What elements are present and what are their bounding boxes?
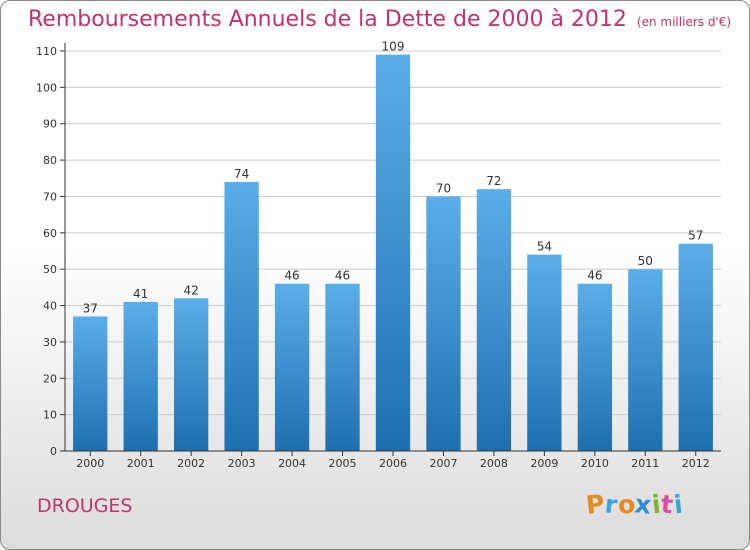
x-tick-label: 2010 bbox=[581, 457, 609, 470]
y-tick-label: 10 bbox=[43, 409, 57, 422]
bar-2004 bbox=[274, 283, 310, 451]
bar-2008 bbox=[476, 189, 512, 451]
y-tick-label: 90 bbox=[43, 118, 57, 131]
y-tick-label: 110 bbox=[36, 45, 57, 58]
x-tick-label: 2006 bbox=[379, 457, 407, 470]
x-tick-label: 2009 bbox=[530, 457, 558, 470]
bar-2011 bbox=[628, 269, 663, 451]
data-label-2012: 57 bbox=[688, 229, 703, 243]
data-labels: 37 41 42 74 46 46 109 70 72 54 46 50 57 bbox=[83, 40, 704, 316]
y-tick-label: 0 bbox=[50, 445, 57, 458]
x-tick-label: 2012 bbox=[682, 457, 710, 470]
y-tick-label: 80 bbox=[43, 154, 57, 167]
y-tick-label: 50 bbox=[43, 263, 57, 276]
data-label-2009: 54 bbox=[537, 240, 552, 254]
bar-2001 bbox=[123, 301, 158, 451]
data-label-2000: 37 bbox=[83, 301, 98, 315]
x-tick-label: 2007 bbox=[429, 457, 457, 470]
y-tick-label: 100 bbox=[36, 81, 57, 94]
bar-2000 bbox=[73, 316, 108, 451]
data-label-2001: 41 bbox=[133, 287, 148, 301]
x-tick-label: 2002 bbox=[177, 457, 205, 470]
chart-unit-note: (en milliers d'€) bbox=[636, 15, 732, 29]
data-label-2005: 46 bbox=[335, 269, 350, 283]
bar-2009 bbox=[527, 254, 562, 451]
y-tick-label: 30 bbox=[43, 336, 57, 349]
data-label-2010: 46 bbox=[587, 269, 602, 283]
data-label-2006: 109 bbox=[382, 40, 405, 54]
data-label-2003: 74 bbox=[234, 167, 249, 181]
y-tick-label: 70 bbox=[43, 190, 57, 203]
x-tick-label: 2000 bbox=[76, 457, 104, 470]
bar-2007 bbox=[426, 196, 461, 451]
x-tick-label: 2005 bbox=[329, 457, 357, 470]
place-name: DROUGES bbox=[37, 495, 133, 517]
y-tick-label: 60 bbox=[43, 227, 57, 240]
bar-2010 bbox=[577, 283, 613, 451]
bar-2003 bbox=[224, 181, 259, 451]
x-tick-label: 2001 bbox=[127, 457, 155, 470]
data-label-2002: 42 bbox=[184, 283, 199, 297]
x-tick-label: 2011 bbox=[631, 457, 659, 470]
data-label-2011: 50 bbox=[638, 254, 653, 268]
data-label-2007: 70 bbox=[436, 181, 451, 195]
bar-2002 bbox=[173, 298, 209, 451]
bar-2006 bbox=[375, 54, 411, 452]
bars bbox=[73, 54, 713, 452]
chart-title-text: Remboursements Annuels de la Dette de 20… bbox=[28, 7, 627, 32]
bar-2012 bbox=[678, 243, 713, 451]
axes: 0 10 20 30 40 50 60 70 80 90 100 110 2000 2001 2002 200… bbox=[36, 43, 721, 470]
x-tick-label: 2008 bbox=[480, 457, 508, 470]
data-label-2004: 46 bbox=[284, 269, 299, 283]
y-tick-label: 20 bbox=[43, 372, 57, 385]
x-tick-label: 2004 bbox=[278, 457, 306, 470]
data-label-2008: 72 bbox=[486, 174, 501, 188]
x-tick-label: 2003 bbox=[228, 457, 256, 470]
y-tick-label: 40 bbox=[43, 300, 57, 313]
logo-letter: i bbox=[672, 489, 685, 520]
chart-title: Remboursements Annuels de la Dette de 20… bbox=[28, 7, 731, 32]
bar-2005 bbox=[325, 283, 360, 451]
proxiti-logo: Proxiti bbox=[585, 489, 685, 520]
